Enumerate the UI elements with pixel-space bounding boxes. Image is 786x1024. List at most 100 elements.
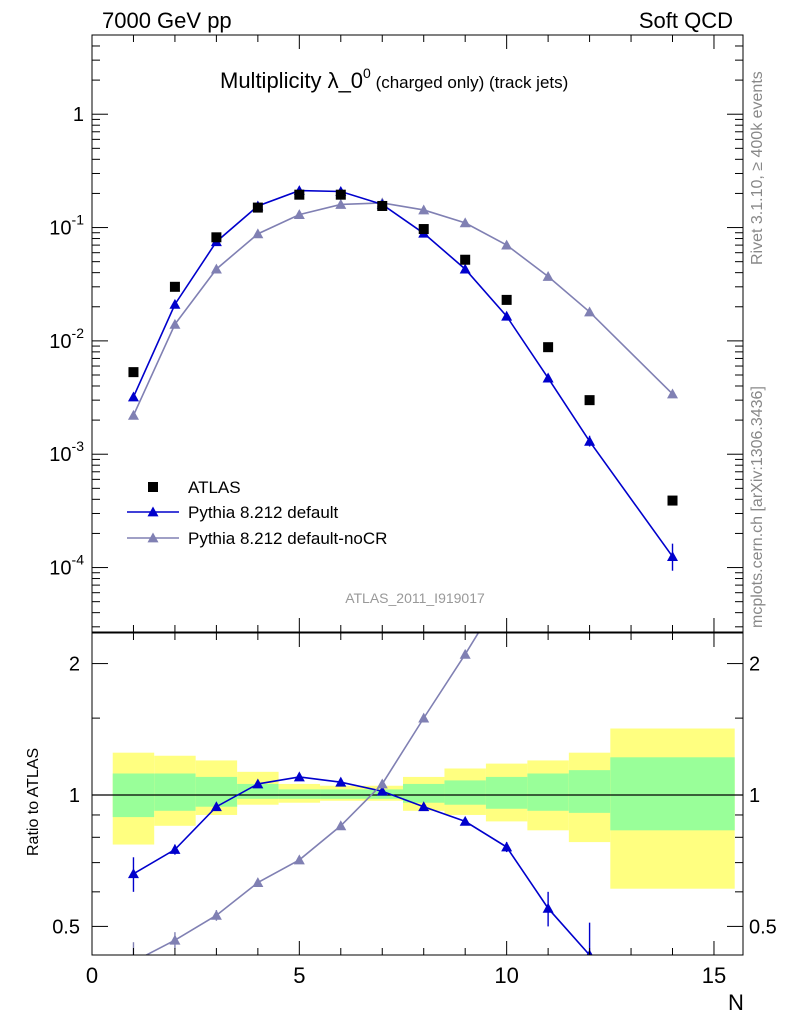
main-y-tick-label: 1 <box>73 104 84 126</box>
ratio-point <box>335 820 347 831</box>
ratio-point <box>376 785 388 796</box>
atlas-data-point <box>460 254 471 265</box>
uncertainty-band-inner <box>527 773 569 811</box>
ratio-point <box>667 1006 678 1016</box>
main-y-tick-label: 10-1 <box>49 212 84 240</box>
main-point <box>667 551 679 561</box>
main-point <box>501 310 513 321</box>
x-tick-label: 15 <box>702 963 726 988</box>
ratio-y-tick-label-right: 1 <box>749 785 760 807</box>
uncertainty-band-inner <box>402 783 445 803</box>
ratio-y-tick-label: 2 <box>69 654 80 676</box>
atlas-data-point <box>211 232 222 243</box>
ratio-point <box>210 909 222 920</box>
plot-title: Multiplicity λ_00 (charged only) (track … <box>220 65 568 93</box>
atlas-data-point <box>252 202 263 213</box>
ratio-point <box>335 776 347 787</box>
main-point <box>667 388 679 399</box>
atlas-data-point <box>418 224 429 235</box>
uncertainty-band-inner <box>610 757 735 831</box>
tick-base: 10 <box>49 444 71 466</box>
ratio-y-tick-label: 0.5 <box>52 916 80 938</box>
main-panel-axes: 10-410-310-210-11 <box>49 34 743 632</box>
main-point <box>542 270 554 281</box>
atlas-data-point <box>335 189 346 200</box>
ratio-point <box>169 934 181 945</box>
ratio-point <box>127 868 139 879</box>
ratio-point <box>128 956 139 966</box>
main-panel-frame <box>91 34 744 633</box>
tick-exponent: -3 <box>72 438 85 454</box>
ratio-panel-frame <box>91 632 744 956</box>
ratio-point <box>667 379 678 389</box>
ratio-y-tick-label-right: 0.5 <box>749 916 777 938</box>
main-point <box>501 239 513 250</box>
x-tick-label: 0 <box>86 963 98 988</box>
uncertainty-band-inner <box>444 780 486 805</box>
main-point <box>252 228 264 239</box>
main-point <box>127 409 139 420</box>
ratio-point <box>169 844 181 854</box>
main-point <box>169 318 181 329</box>
x-tick-label: 10 <box>494 963 518 988</box>
uncertainty-band-inner <box>320 789 362 799</box>
plot-title-superscript: 0 <box>363 65 371 81</box>
tick-exponent: -2 <box>72 325 85 341</box>
legend-marker-atlas <box>148 482 158 492</box>
atlas-data-point <box>128 367 139 378</box>
analysis-id-label: ATLAS_2011_I919017 <box>345 590 485 606</box>
uncertainty-band-inner <box>485 776 528 809</box>
legend-marker-pythia-default <box>147 506 159 517</box>
ratio-point <box>459 815 471 826</box>
ratio-y-axis-label: Ratio to ATLAS <box>25 748 42 856</box>
main-point <box>584 306 596 317</box>
plot-title-suffix: (charged only) (track jets) <box>371 73 568 92</box>
tick-base: 10 <box>49 558 71 580</box>
ratio-point <box>376 778 388 789</box>
main-y-tick-label: 10-4 <box>49 552 84 580</box>
legend-label: Pythia 8.212 default <box>188 503 339 522</box>
side-label-mcplots: mcplots.cern.ch [arXiv:1306.3436] <box>749 386 766 628</box>
ratio-y-tick-label-right: 2 <box>749 654 760 676</box>
main-point <box>418 204 430 215</box>
main-point <box>127 391 139 402</box>
header-energy-label: 7000 GeV pp <box>102 8 232 33</box>
x-axis-label: N <box>728 990 744 1015</box>
side-label-rivet: Rivet 3.1.10, ≥ 400k events <box>749 71 766 265</box>
atlas-data-point <box>543 342 554 353</box>
ratio-point <box>543 517 554 527</box>
atlas-data-point <box>377 200 388 211</box>
atlas-data-point <box>501 294 512 305</box>
atlas-data-point <box>584 395 595 406</box>
uncertainty-band-inner <box>568 770 611 813</box>
uncertainty-band-inner <box>278 789 321 799</box>
ratio-point <box>542 902 554 913</box>
atlas-data-point <box>294 189 305 200</box>
ratio-point <box>501 581 512 591</box>
main-point <box>293 209 305 220</box>
ratio-point <box>584 450 595 460</box>
ratio-point <box>459 648 471 659</box>
atlas-data-point <box>169 281 180 292</box>
ratio-y-tick-label: 1 <box>69 785 80 807</box>
ratio-series-line <box>144 633 480 955</box>
main-point <box>169 298 181 309</box>
ratio-point <box>293 854 305 865</box>
main-point <box>459 217 471 228</box>
ratio-point <box>501 841 513 852</box>
legend-marker-pythia-nocr <box>147 532 159 543</box>
legend: ATLAS Pythia 8.212 default Pythia 8.212 de… <box>127 478 387 548</box>
ratio-point <box>293 771 305 782</box>
uncertainty-band-inner <box>154 773 196 811</box>
main-point <box>584 435 596 446</box>
ratio-panel-plot-area <box>92 379 743 1016</box>
plot-title-main: Multiplicity λ_0 <box>220 68 363 93</box>
ratio-point <box>210 801 222 812</box>
main-point <box>542 372 554 383</box>
tick-exponent: -4 <box>72 552 85 568</box>
main-y-tick-label: 10-2 <box>49 325 84 353</box>
main-panel-plot-area <box>127 185 679 571</box>
legend-label: Pythia 8.212 default-noCR <box>188 529 387 548</box>
main-y-tick-label: 10-3 <box>49 438 84 466</box>
